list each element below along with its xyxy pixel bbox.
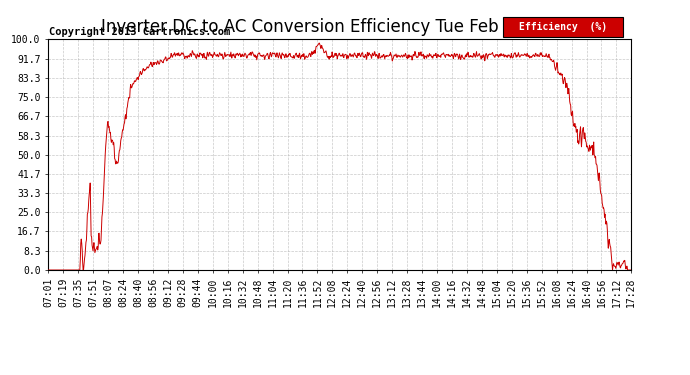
Text: Copyright 2013 Cartronics.com: Copyright 2013 Cartronics.com xyxy=(50,27,230,37)
Title: Inverter DC to AC Conversion Efficiency Tue Feb 19 17:37: Inverter DC to AC Conversion Efficiency … xyxy=(101,18,578,36)
Bar xyxy=(503,18,622,37)
Text: Efficiency  (%): Efficiency (%) xyxy=(519,22,607,32)
